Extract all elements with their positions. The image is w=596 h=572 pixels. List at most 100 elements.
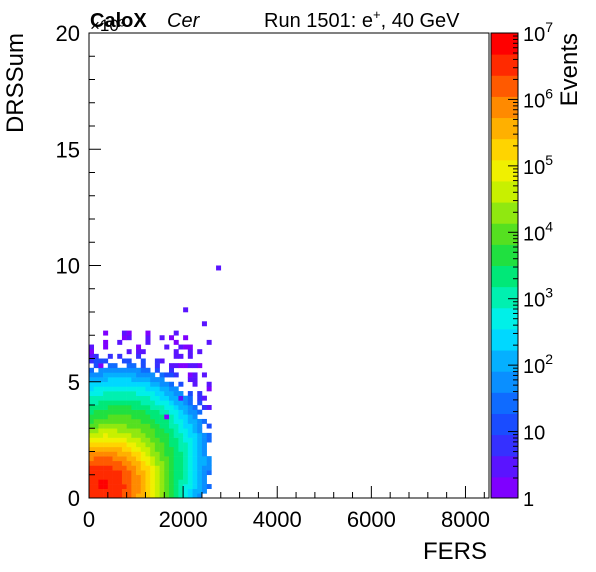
- heatmap-bin: [173, 465, 179, 471]
- heatmap-bin: [121, 377, 127, 383]
- heatmap-bin: [192, 381, 198, 387]
- heatmap-bin: [103, 456, 109, 462]
- heatmap-bin: [112, 414, 118, 420]
- heatmap-bin: [103, 367, 109, 373]
- heatmap-bin: [159, 474, 165, 480]
- heatmap-bin: [192, 372, 198, 378]
- heatmap-bin: [178, 456, 184, 462]
- heatmap-bin: [103, 377, 109, 383]
- heatmap-bin: [140, 428, 146, 434]
- heatmap-bin: [159, 446, 165, 452]
- heatmap-bin: [178, 395, 184, 401]
- heatmap-bin: [93, 377, 99, 383]
- heatmap-bin: [126, 405, 132, 410]
- heatmap-bin: [126, 437, 132, 443]
- heatmap-bin: [173, 460, 179, 466]
- heatmap-bin: [173, 386, 179, 392]
- heatmap-bin: [140, 446, 146, 452]
- heatmap-bin: [164, 395, 170, 401]
- color-scale-step: [491, 117, 518, 140]
- heatmap-bin: [183, 423, 189, 429]
- heatmap-bin: [117, 353, 123, 359]
- heatmap-bin: [169, 423, 175, 429]
- heatmap-bin: [131, 367, 137, 373]
- heatmap-bin: [136, 465, 142, 471]
- heatmap-bin: [131, 484, 137, 489]
- heatmap-bin: [169, 363, 175, 369]
- heatmap-bin: [98, 381, 104, 387]
- heatmap-bin: [112, 391, 118, 396]
- heatmap-bin: [131, 488, 137, 494]
- heatmap-bin: [154, 367, 160, 373]
- brand-label: CaloX: [90, 10, 147, 32]
- heatmap-bin: [131, 418, 137, 424]
- z-tick-label: 10: [523, 423, 545, 445]
- heatmap-bin: [159, 451, 165, 457]
- z-tick-label: 103: [523, 285, 553, 312]
- heatmap-bin: [112, 367, 118, 373]
- heatmap-bin: [183, 335, 189, 341]
- heatmap-bin: [93, 391, 99, 396]
- heatmap-bin: [154, 377, 160, 383]
- color-scale-step: [491, 286, 518, 309]
- heatmap-bin: [159, 372, 165, 378]
- heatmap-bin: [173, 353, 179, 359]
- heatmap-bin: [159, 423, 165, 429]
- heatmap-bin: [154, 484, 160, 489]
- heatmap-bin: [183, 432, 189, 438]
- heatmap-bin: [126, 358, 132, 364]
- heatmap-bin: [183, 418, 189, 424]
- heatmap-bin: [164, 391, 170, 396]
- heatmap-bin: [201, 442, 207, 448]
- heatmap-bin: [140, 363, 146, 369]
- heatmap-bin: [131, 377, 137, 383]
- heatmap-bin: [173, 414, 179, 420]
- color-scale-frame: [490, 32, 519, 499]
- heatmap-bin: [103, 451, 109, 457]
- heatmap-bin: [164, 432, 170, 438]
- heatmap-bin: [93, 465, 99, 471]
- heatmap-bin: [107, 428, 113, 434]
- heatmap-bin: [89, 386, 95, 392]
- heatmap-bin: [150, 446, 156, 452]
- heatmap-bin: [112, 437, 118, 443]
- heatmap-bin: [187, 372, 193, 378]
- heatmap-bin: [150, 414, 156, 420]
- heatmap-bin: [112, 405, 118, 410]
- heatmap-bin: [178, 381, 184, 387]
- color-scale-step: [491, 159, 518, 182]
- heatmap-bin: [178, 344, 184, 350]
- heatmap-bin: [131, 456, 137, 462]
- heatmap-bin: [103, 484, 109, 489]
- heatmap-bin: [103, 423, 109, 429]
- heatmap-bin: [183, 479, 189, 485]
- heatmap-bin: [140, 474, 146, 480]
- heatmap-bin: [126, 414, 132, 420]
- heatmap-bin: [136, 446, 142, 452]
- heatmap-bin: [107, 493, 113, 499]
- heatmap-bin: [159, 442, 165, 448]
- heatmap-bin: [164, 423, 170, 429]
- heatmap-bin: [150, 484, 156, 489]
- color-scale-step: [491, 54, 518, 76]
- heatmap-bin: [164, 409, 170, 415]
- heatmap-bin: [197, 418, 203, 424]
- heatmap-bin: [126, 465, 132, 471]
- heatmap-bin: [103, 400, 109, 406]
- heatmap-bin: [145, 460, 151, 466]
- heatmap-bin: [98, 474, 104, 480]
- heatmap-bin: [145, 330, 151, 336]
- heatmap-bin: [173, 391, 179, 396]
- heatmap-bin: [206, 423, 212, 429]
- heatmap-bin: [145, 428, 151, 434]
- heatmap-bin: [126, 372, 132, 378]
- heatmap-bin: [103, 339, 109, 345]
- heatmap-bin: [145, 432, 151, 438]
- heatmap-bin: [154, 358, 160, 364]
- heatmap-bin: [192, 488, 198, 494]
- heatmap-bin: [103, 442, 109, 448]
- heatmap-bin: [136, 432, 142, 438]
- heatmap-bin: [150, 474, 156, 480]
- heatmap-bin: [159, 484, 165, 489]
- heatmap-bin: [183, 437, 189, 443]
